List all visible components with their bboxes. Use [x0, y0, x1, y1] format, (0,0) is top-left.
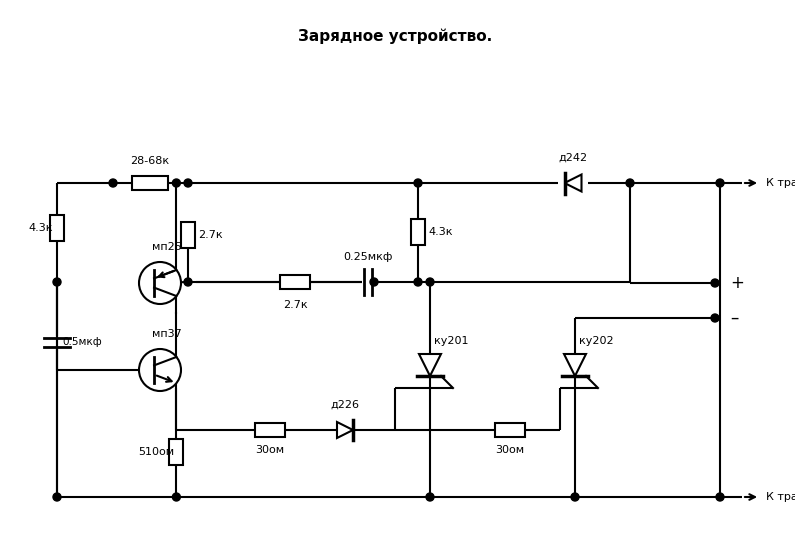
- Circle shape: [414, 179, 422, 187]
- Bar: [495, 423, 525, 437]
- Text: д226: д226: [331, 400, 359, 410]
- Text: 0.25мкф: 0.25мкф: [343, 252, 393, 262]
- Text: –: –: [730, 309, 739, 327]
- Text: ку202: ку202: [579, 336, 614, 346]
- Text: 0.5мкф: 0.5мкф: [62, 337, 102, 347]
- Bar: [50, 215, 64, 241]
- Text: +: +: [730, 274, 744, 292]
- Bar: [181, 222, 195, 248]
- Bar: [132, 176, 168, 190]
- Bar: [280, 275, 310, 289]
- Circle shape: [184, 179, 192, 187]
- Circle shape: [426, 278, 434, 286]
- Circle shape: [571, 493, 579, 501]
- Text: К трансформатору: К трансформатору: [766, 178, 795, 188]
- Circle shape: [711, 279, 719, 287]
- Circle shape: [716, 179, 724, 187]
- Bar: [411, 219, 425, 245]
- Circle shape: [716, 493, 724, 501]
- Circle shape: [370, 278, 378, 286]
- Text: д242: д242: [558, 153, 588, 163]
- Text: 30ом: 30ом: [255, 445, 285, 455]
- Text: Зарядное устройство.: Зарядное устройство.: [298, 28, 492, 43]
- Bar: [169, 439, 184, 465]
- Text: мп37: мп37: [152, 329, 182, 339]
- Polygon shape: [337, 422, 353, 438]
- Circle shape: [53, 278, 61, 286]
- Circle shape: [139, 262, 181, 304]
- Text: 2.7к: 2.7к: [283, 300, 308, 310]
- Text: 2.7к: 2.7к: [198, 230, 223, 240]
- Polygon shape: [564, 175, 581, 192]
- Polygon shape: [564, 354, 586, 376]
- Circle shape: [414, 278, 422, 286]
- Text: 510ом: 510ом: [138, 447, 175, 457]
- Circle shape: [109, 179, 117, 187]
- Circle shape: [184, 278, 192, 286]
- Circle shape: [139, 349, 181, 391]
- Text: 28-68к: 28-68к: [130, 156, 169, 166]
- Circle shape: [173, 493, 180, 501]
- Circle shape: [626, 179, 634, 187]
- Circle shape: [711, 314, 719, 322]
- Polygon shape: [419, 354, 441, 376]
- Text: 4.3к: 4.3к: [29, 223, 53, 233]
- Text: К трансформатору: К трансформатору: [766, 492, 795, 502]
- Text: мп25: мп25: [152, 242, 182, 252]
- Circle shape: [173, 179, 180, 187]
- Circle shape: [426, 493, 434, 501]
- Text: 4.3к: 4.3к: [428, 227, 452, 237]
- Circle shape: [53, 493, 61, 501]
- Bar: [255, 423, 285, 437]
- Text: 30ом: 30ом: [495, 445, 525, 455]
- Text: ку201: ку201: [434, 336, 468, 346]
